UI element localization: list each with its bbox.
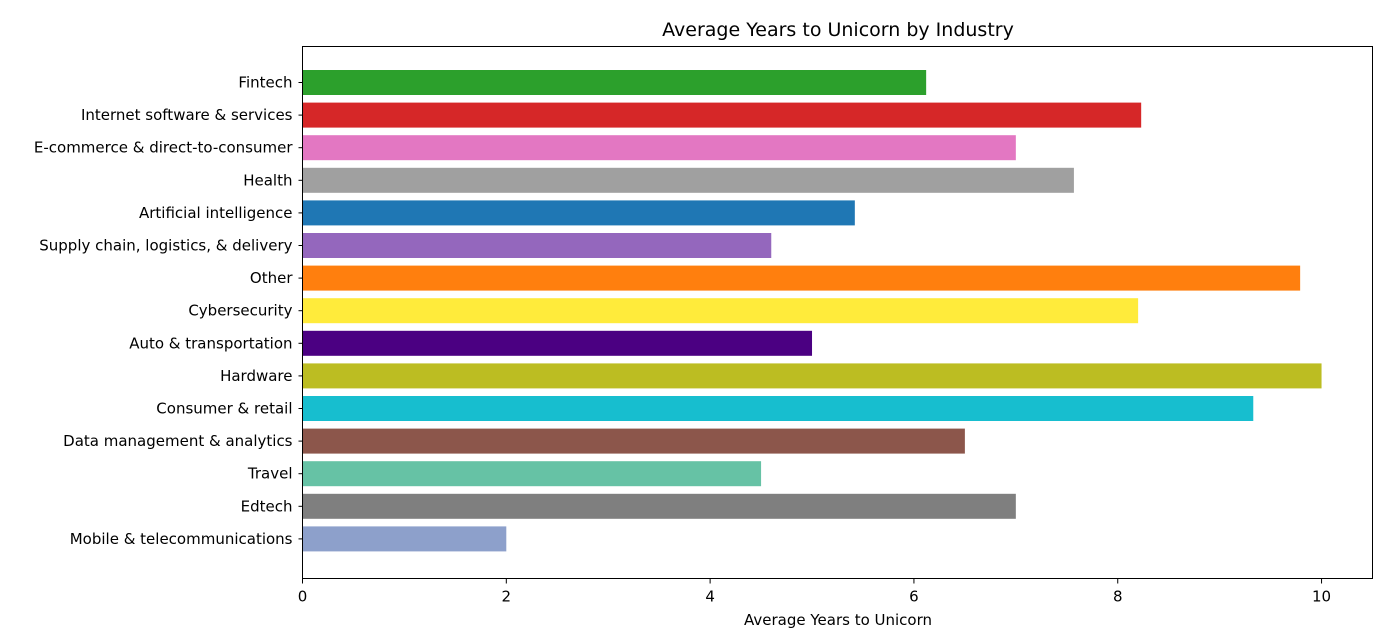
bar-13 xyxy=(302,493,1016,519)
bar-1 xyxy=(302,102,1142,128)
x-axis-label: Average Years to Unicorn xyxy=(744,611,932,629)
x-axis-ticks: 0 2 4 6 8 10 xyxy=(298,578,1331,606)
y-tick-label: Cybersecurity xyxy=(188,302,292,320)
bar-6 xyxy=(302,265,1301,291)
x-tick-label: 6 xyxy=(909,588,919,606)
y-tick-label: Other xyxy=(250,269,293,287)
x-tick-label: 0 xyxy=(298,588,308,606)
y-tick-label: Fintech xyxy=(238,74,292,92)
y-tick-label: Artificial intelligence xyxy=(139,204,293,222)
bar-12 xyxy=(302,461,762,487)
bar-2 xyxy=(302,135,1016,161)
chart-title: Average Years to Unicorn by Industry xyxy=(662,19,1014,41)
x-tick-label: 2 xyxy=(502,588,512,606)
y-tick-label: Auto & transportation xyxy=(129,334,292,352)
x-tick-label: 8 xyxy=(1113,588,1123,606)
y-tick-label: Consumer & retail xyxy=(156,400,292,418)
bar-5 xyxy=(302,233,772,258)
y-tick-label: Internet software & services xyxy=(81,106,293,124)
y-tick-label: Mobile & telecommunications xyxy=(70,530,293,548)
bar-9 xyxy=(302,363,1322,389)
bar-7 xyxy=(302,298,1139,324)
bar-14 xyxy=(302,526,507,552)
y-tick-label: Edtech xyxy=(241,497,293,515)
y-tick-label: Travel xyxy=(247,465,293,483)
x-tick-label: 4 xyxy=(705,588,715,606)
x-tick-label: 10 xyxy=(1312,588,1331,606)
bar-10 xyxy=(302,396,1254,421)
bar-4 xyxy=(302,200,855,226)
bar-0 xyxy=(302,70,927,95)
y-tick-label: Supply chain, logistics, & delivery xyxy=(39,237,292,255)
bar-8 xyxy=(302,330,813,356)
y-tick-label: E-commerce & direct-to-consumer xyxy=(34,139,293,157)
bars-group xyxy=(302,70,1322,552)
y-tick-label: Health xyxy=(243,171,292,189)
bar-11 xyxy=(302,428,965,454)
y-tick-label: Data management & analytics xyxy=(63,432,293,450)
y-axis-ticks: Fintech Internet software & services E-com… xyxy=(34,74,303,548)
bar-3 xyxy=(302,167,1074,193)
y-tick-label: Hardware xyxy=(220,367,292,385)
plot-frame xyxy=(302,46,1373,579)
